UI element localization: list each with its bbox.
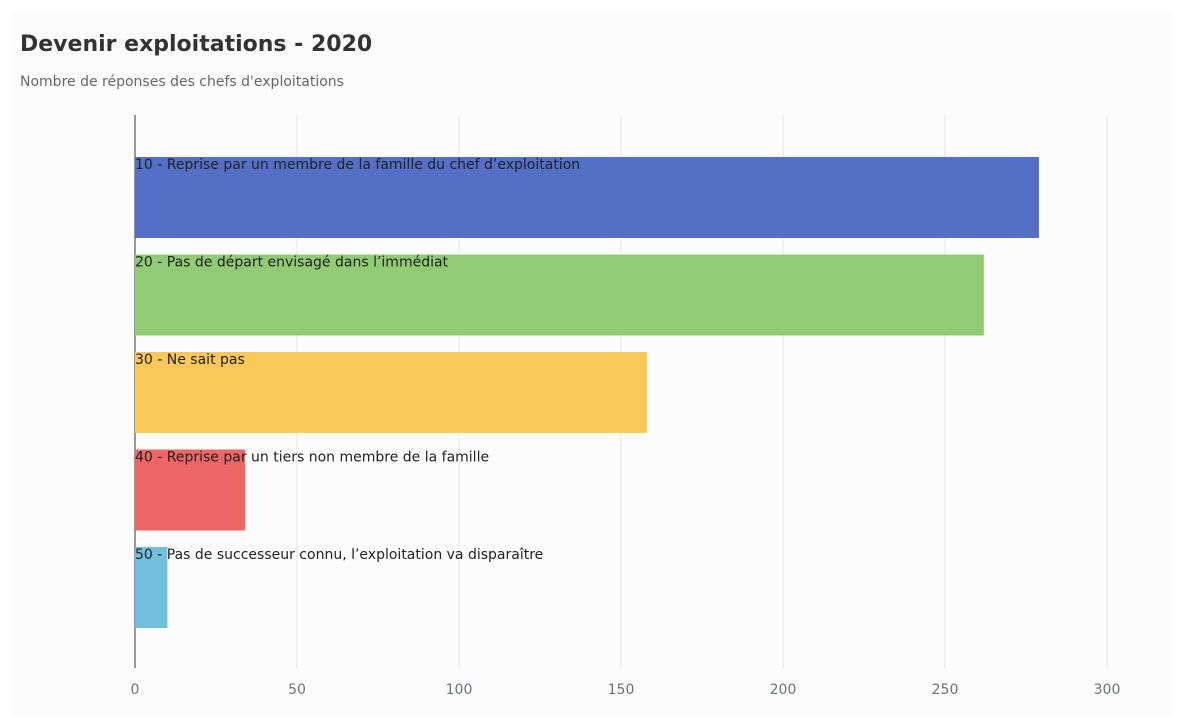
bar	[135, 254, 984, 336]
bar	[135, 157, 1039, 238]
category-label: 10 - Reprise par un membre de la famille…	[135, 157, 580, 173]
chart-title: Devenir exploitations - 2020	[20, 32, 372, 57]
x-tick-label: 250	[932, 682, 959, 698]
x-tick-label: 0	[131, 682, 140, 698]
category-label: 50 - Pas de successeur connu, l’exploita…	[135, 547, 543, 563]
bar	[135, 449, 246, 531]
bar	[135, 547, 168, 628]
x-tick-label: 300	[1094, 682, 1121, 698]
category-label: 40 - Reprise par un tiers non membre de …	[135, 450, 489, 466]
category-label: 20 - Pas de départ envisagé dans l’imméd…	[135, 255, 449, 271]
x-tick-label: 150	[608, 682, 635, 698]
x-tick-label: 100	[446, 682, 473, 698]
chart-subtitle: Nombre de réponses des chefs d'exploitat…	[20, 74, 344, 90]
category-label: 30 - Ne sait pas	[135, 352, 245, 368]
bar	[135, 352, 647, 433]
x-tick-label: 200	[770, 682, 797, 698]
x-tick-label: 50	[288, 682, 306, 698]
